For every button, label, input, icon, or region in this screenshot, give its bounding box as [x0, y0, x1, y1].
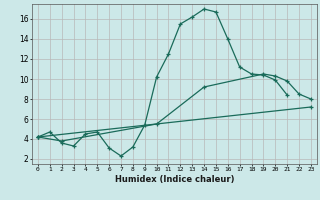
- X-axis label: Humidex (Indice chaleur): Humidex (Indice chaleur): [115, 175, 234, 184]
